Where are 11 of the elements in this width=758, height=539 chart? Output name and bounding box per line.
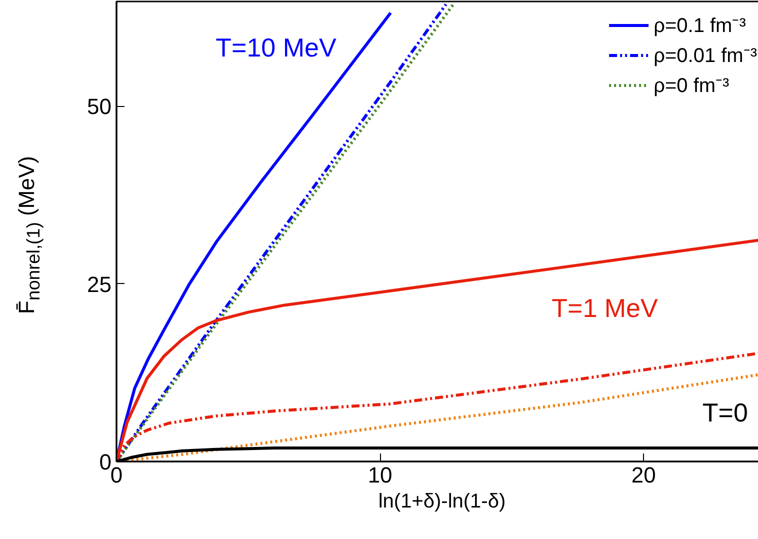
legend-label: ρ=0.1 fm⁻³: [654, 14, 746, 38]
legend-label: ρ=0 fm⁻³: [654, 74, 730, 98]
y-tick-label: 25: [87, 272, 112, 297]
x-axis-title: ln(1+δ)-ln(1-δ): [378, 490, 506, 512]
y-tick-label: 50: [87, 94, 112, 120]
x-tick-label: 10: [368, 462, 392, 488]
legend-label: ρ=0.01 fm⁻³: [654, 44, 757, 68]
x-tick-label: 20: [631, 462, 656, 488]
annotation: T=0: [702, 397, 748, 428]
annotation: T=1 MeV: [552, 292, 659, 323]
annotation: T=10 MeV: [216, 32, 337, 62]
